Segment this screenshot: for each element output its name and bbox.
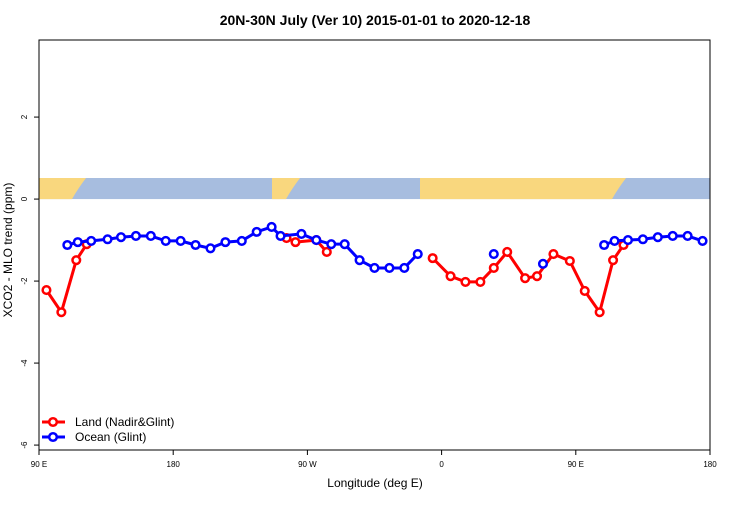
data-point [311,235,322,246]
data-point [130,230,141,242]
chart-title: 20N-30N July (Ver 10) 2015-01-01 to 2020… [220,12,531,28]
data-point [205,243,216,254]
data-point [564,255,575,267]
map-land [39,178,86,200]
data-point [637,234,648,245]
data-point [71,255,82,266]
data-point [427,253,438,264]
data-point [145,230,156,242]
data-point [652,232,663,243]
map-band [39,178,710,200]
data-point [667,230,678,242]
data-point [290,237,301,248]
legend-marker [47,431,59,443]
data-point [502,246,513,258]
data-point [548,248,559,260]
data-point [321,246,332,258]
data-point [531,271,543,282]
x-tick-label: 180 [703,460,717,469]
data-point [339,239,350,250]
data-point [520,273,531,284]
data-point [326,239,337,250]
data-point [475,276,486,287]
data-point [594,307,605,318]
data-point [56,307,67,318]
x-tick-label: 180 [167,460,181,469]
data-point [86,235,97,246]
y-tick-label: 2 [20,114,29,119]
data-point [236,235,247,246]
data-point [354,255,365,266]
legend-label: Ocean (Glint) [75,430,146,444]
x-tick-label: 90 E [31,460,47,469]
data-point [537,258,549,269]
data-point [296,228,307,239]
data-point [41,285,52,296]
data-point [488,248,499,260]
legend-marker [47,416,59,428]
data-point [609,235,620,246]
data-point [220,237,231,248]
map-land [420,178,626,200]
y-tick-label: -6 [20,441,29,449]
data-point [275,230,286,242]
data-point [115,232,127,243]
data-point [599,239,610,251]
data-point [608,255,619,266]
x-tick-label: 90 W [298,460,317,469]
data-point [622,235,634,246]
data-point [579,285,590,296]
x-tick-label: 0 [439,460,444,469]
x-axis-label: Longitude (deg E) [327,476,422,490]
y-tick-label: -4 [20,359,29,367]
data-point [412,248,423,260]
legend-label: Land (Nadir&Glint) [75,415,174,429]
data-point [697,235,708,246]
y-tick-label: 0 [20,196,29,201]
x-tick-label: 90 E [568,460,584,469]
map-land [272,178,300,200]
data-point [160,235,171,246]
data-point [175,235,186,246]
data-point [682,230,693,242]
data-point [266,221,277,233]
y-tick-label: -2 [20,277,29,285]
data-point [62,239,73,251]
data-point [190,239,201,251]
y-axis-label: XCO2 - MLO trend (ppm) [1,183,15,318]
data-point [445,271,456,282]
plot-frame [38,39,711,451]
data-point [488,262,499,274]
data-point [460,276,471,287]
data-point [102,234,113,245]
data-point [384,262,395,274]
data-point [72,237,83,248]
data-point [369,262,380,274]
data-point [251,226,262,237]
data-point [399,262,410,274]
